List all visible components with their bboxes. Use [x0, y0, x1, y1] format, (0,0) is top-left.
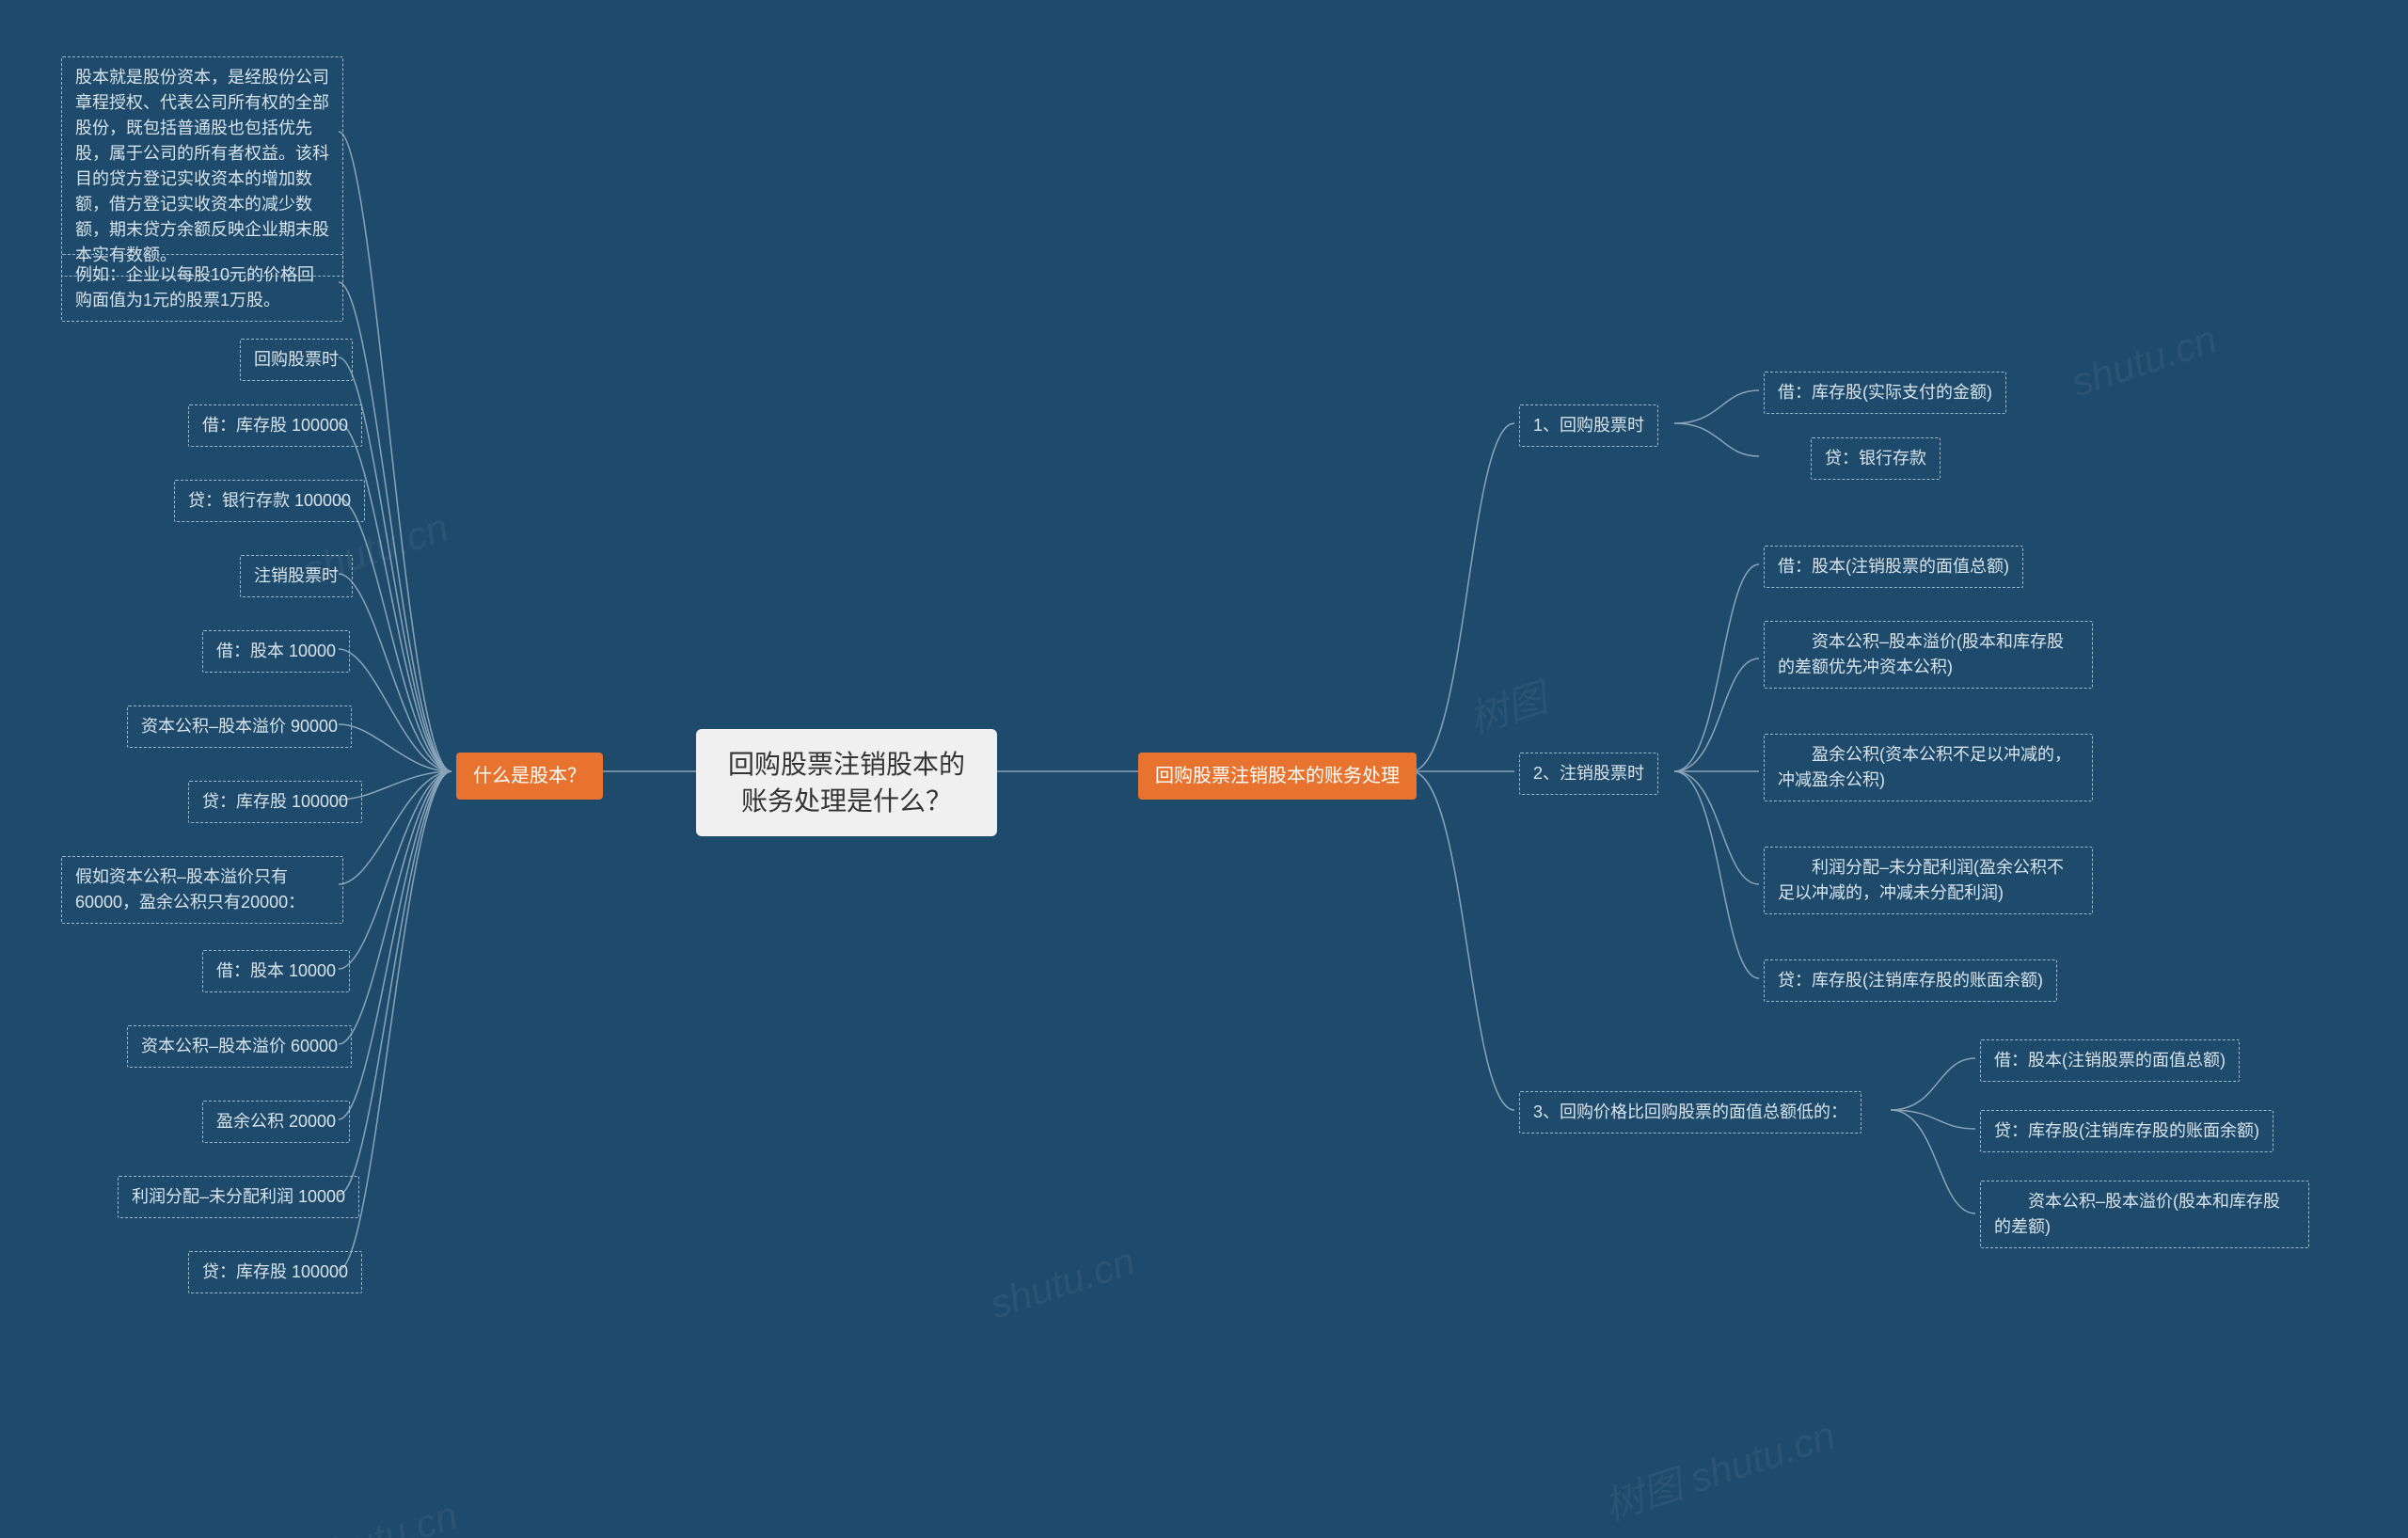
right-sub-0-child-1: 贷：银行存款	[1811, 437, 1941, 480]
right-branch: 回购股票注销股本的账务处理	[1138, 753, 1417, 800]
watermark-4: shutu.cn	[307, 1493, 463, 1538]
watermark-1: shutu.cn	[984, 1239, 1140, 1328]
right-sub-1-child-4: 贷：库存股(注销库存股的账面余额)	[1764, 959, 2057, 1002]
right-sub-2-child-1: 贷：库存股(注销库存股的账面余额)	[1980, 1110, 2273, 1152]
left-child-5: 注销股票时	[240, 555, 353, 597]
right-sub-0: 1、回购股票时	[1519, 404, 1658, 447]
left-child-4: 贷：银行存款 100000	[174, 480, 365, 522]
left-child-8: 贷：库存股 100000	[188, 781, 362, 823]
left-child-2: 回购股票时	[240, 339, 353, 381]
watermark-3: shutu.cn	[2066, 317, 2222, 406]
right-sub-0-child-0: 借：库存股(实际支付的金额)	[1764, 372, 2006, 414]
right-sub-2-child-2: 资本公积–股本溢价(股本和库存股的差额)	[1980, 1181, 2309, 1248]
watermark-2: 树图 shutu.cn	[1596, 1403, 1842, 1532]
center-node: 回购股票注销股本的账务处理是什么？	[696, 729, 997, 836]
left-child-9: 假如资本公积–股本溢价只有60000，盈余公积只有20000：	[61, 856, 343, 924]
right-sub-2: 3、回购价格比回购股票的面值总额低的：	[1519, 1091, 1861, 1134]
right-sub-1-child-0: 借：股本(注销股票的面值总额)	[1764, 546, 2023, 588]
left-branch: 什么是股本？	[456, 753, 603, 800]
left-child-0: 股本就是股份资本，是经股份公司章程授权、代表公司所有权的全部股份，既包括普通股也…	[61, 56, 343, 277]
left-child-11: 资本公积–股本溢价 60000	[127, 1025, 352, 1068]
left-child-6: 借：股本 10000	[202, 630, 350, 673]
left-child-7: 资本公积–股本溢价 90000	[127, 706, 352, 748]
left-child-14: 贷：库存股 100000	[188, 1251, 362, 1293]
right-sub-1-child-2: 盈余公积(资本公积不足以冲减的，冲减盈余公积)	[1764, 734, 2093, 801]
left-child-3: 借：库存股 100000	[188, 404, 362, 447]
left-child-12: 盈余公积 20000	[202, 1101, 350, 1143]
left-child-13: 利润分配–未分配利润 10000	[118, 1176, 359, 1218]
watermark-5: 树图	[1461, 667, 1554, 746]
right-sub-2-child-0: 借：股本(注销股票的面值总额)	[1980, 1039, 2240, 1082]
right-sub-1-child-1: 资本公积–股本溢价(股本和库存股的差额优先冲资本公积)	[1764, 621, 2093, 689]
left-child-10: 借：股本 10000	[202, 950, 350, 992]
right-sub-1-child-3: 利润分配–未分配利润(盈余公积不足以冲减的，冲减未分配利润)	[1764, 847, 2093, 914]
left-child-1: 例如：企业以每股10元的价格回购面值为1元的股票1万股。	[61, 254, 343, 322]
right-sub-1: 2、注销股票时	[1519, 753, 1658, 795]
